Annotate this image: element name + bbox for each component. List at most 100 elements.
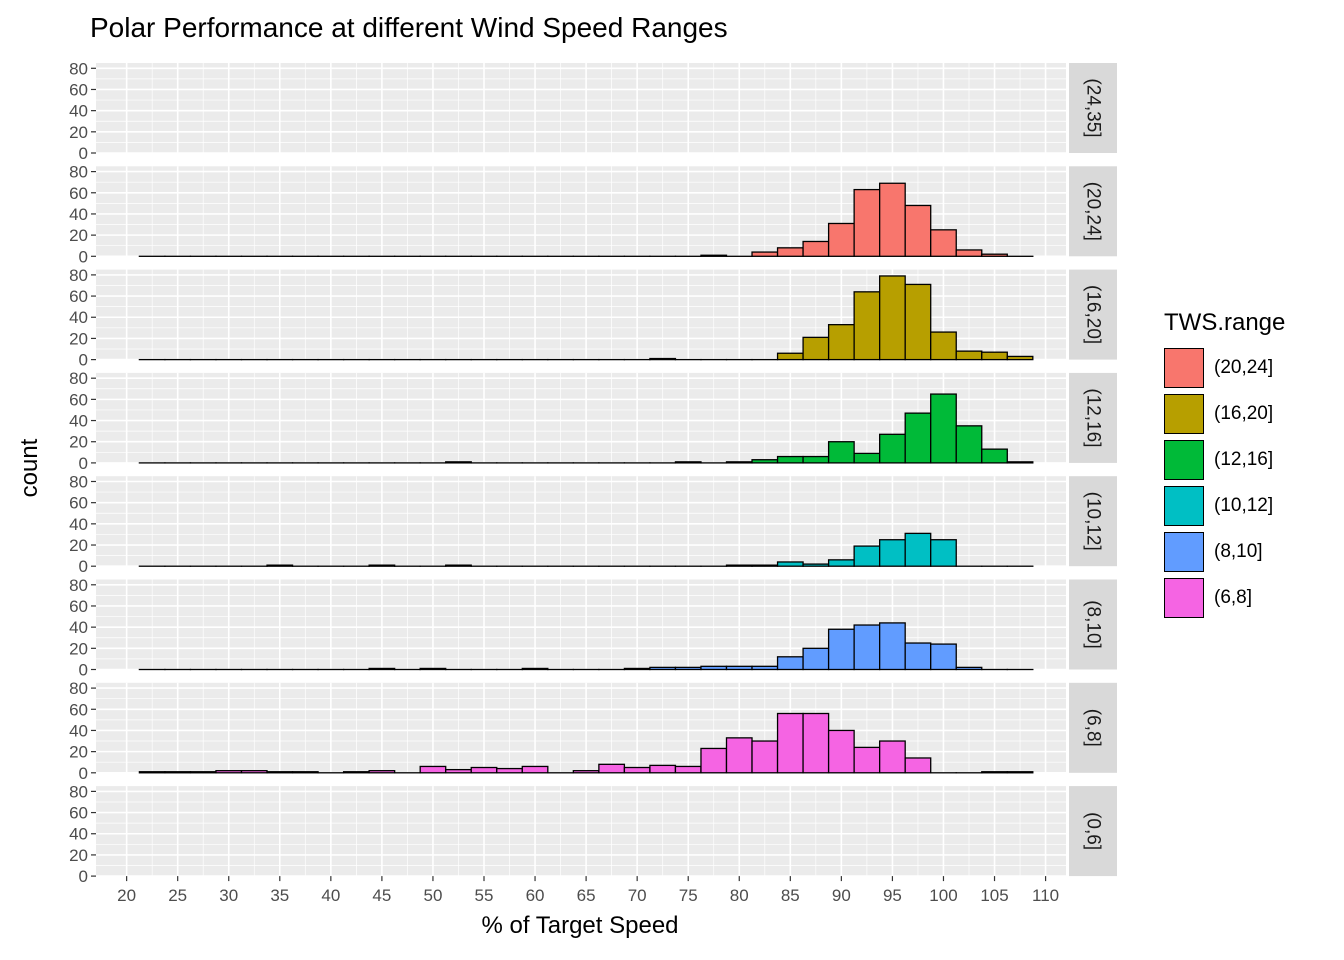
- histogram-bar: [751, 740, 779, 774]
- x-tick-label: 110: [1032, 886, 1059, 905]
- histogram-bar: [291, 771, 319, 774]
- facet-panel: 0 20 40 60 80 (12,16]: [69, 369, 1117, 473]
- histogram-bar: [802, 712, 830, 774]
- histogram-bar: [189, 771, 217, 774]
- y-tick-label: 40: [69, 515, 88, 534]
- facet-strip-label: (20,24]: [1083, 182, 1104, 241]
- legend-label: (12,16]: [1214, 449, 1274, 470]
- histogram-bar: [853, 291, 881, 361]
- histogram-bar: [930, 331, 957, 361]
- legend-item: (10,12]: [1164, 483, 1285, 529]
- y-tick-label: 20: [69, 846, 88, 865]
- histogram-bar: [266, 771, 294, 774]
- y-tick-label: 0: [79, 764, 88, 783]
- facet-strip: [1069, 372, 1117, 463]
- histogram-bar: [674, 765, 702, 774]
- histogram-bar: [904, 532, 932, 567]
- x-tick-label: 60: [526, 886, 545, 905]
- histogram-bar: [802, 647, 830, 671]
- histogram-bar: [827, 222, 855, 257]
- x-tick-label: 45: [372, 886, 391, 905]
- facet-strip-label: (16,20]: [1083, 285, 1104, 344]
- facet-panel: 0 20 40 60 80 (8,10]: [69, 576, 1117, 680]
- y-tick-label: 60: [69, 80, 88, 99]
- y-tick-label: 60: [69, 597, 88, 616]
- facet-panel: 0 20 40 60 80 (24,35]: [69, 59, 1117, 163]
- x-tick-label: 20: [117, 886, 136, 905]
- histogram-bar: [981, 771, 1008, 774]
- facet-panel: 0 20 40 60 80 (20,24]: [69, 163, 1117, 266]
- y-tick-label: 80: [69, 782, 88, 801]
- chart-title: Polar Performance at different Wind Spee…: [90, 12, 728, 43]
- x-tick-label: 30: [219, 886, 238, 905]
- y-tick-label: 0: [79, 867, 88, 886]
- histogram-bar: [266, 564, 294, 567]
- facet-strip: [1069, 786, 1117, 877]
- y-tick-label: 0: [79, 557, 88, 576]
- legend-key: [1164, 486, 1204, 526]
- histogram-bar: [802, 336, 830, 361]
- histogram-bar: [470, 766, 498, 774]
- panel-background: [96, 786, 1066, 877]
- histogram-bar: [700, 747, 728, 774]
- histogram-bar: [776, 656, 804, 671]
- histogram-bar: [955, 350, 983, 361]
- histogram-bar: [700, 665, 728, 671]
- y-tick-label: 0: [79, 661, 88, 680]
- histogram-bar: [751, 459, 779, 464]
- facet-strip-label: (24,35]: [1083, 78, 1104, 137]
- x-tick-label: 75: [679, 886, 698, 905]
- y-tick-label: 60: [69, 287, 88, 306]
- histogram-bar: [879, 182, 906, 257]
- histogram-bar: [598, 763, 626, 774]
- y-tick-label: 20: [69, 123, 88, 142]
- histogram-bar: [827, 729, 855, 774]
- histogram-bar: [827, 441, 855, 464]
- x-axis-title: % of Target Speed: [481, 912, 679, 939]
- legend-key: [1164, 532, 1204, 572]
- histogram-bar: [955, 666, 983, 671]
- histogram-bar: [1006, 771, 1034, 774]
- histogram-bar: [368, 770, 396, 774]
- x-tick-label: 95: [883, 886, 902, 905]
- histogram-bar: [751, 564, 779, 567]
- y-tick-label: 60: [69, 700, 88, 719]
- y-tick-label: 60: [69, 390, 88, 409]
- y-tick-label: 40: [69, 412, 88, 431]
- histogram-bar: [1006, 355, 1034, 361]
- histogram-bar: [445, 461, 472, 464]
- histogram-bar: [725, 737, 753, 774]
- y-tick-label: 0: [79, 454, 88, 473]
- histogram-bar: [904, 204, 932, 257]
- histogram-bar: [419, 765, 447, 774]
- histogram-bar: [649, 666, 677, 671]
- y-tick-label: 80: [69, 576, 88, 595]
- facet-strip-label: (6,8]: [1083, 709, 1104, 747]
- facet-strip: [1069, 579, 1117, 670]
- y-tick-label: 80: [69, 59, 88, 78]
- y-tick-label: 20: [69, 639, 88, 658]
- histogram-bar: [623, 667, 651, 671]
- histogram-bar: [879, 433, 906, 464]
- legend-item: (6,8]: [1164, 575, 1285, 621]
- y-tick-label: 60: [69, 184, 88, 203]
- legend-item: (16,20]: [1164, 391, 1285, 437]
- legend-label: (10,12]: [1214, 495, 1274, 516]
- x-tick-label: 105: [980, 886, 1008, 905]
- histogram-bar: [879, 740, 906, 774]
- y-tick-label: 0: [79, 351, 88, 370]
- legend-label: (16,20]: [1214, 403, 1274, 424]
- histogram-bar: [776, 455, 804, 464]
- y-tick-label: 20: [69, 743, 88, 762]
- legend-label: (6,8]: [1214, 587, 1253, 608]
- histogram-bar: [215, 770, 243, 774]
- legend-label: (20,24]: [1214, 357, 1274, 378]
- histogram-bar: [776, 247, 804, 257]
- histogram-bar: [751, 251, 779, 257]
- histogram-bar: [368, 564, 396, 567]
- histogram-bar: [853, 452, 881, 464]
- histogram-bar: [981, 253, 1008, 257]
- histogram-bar: [751, 665, 779, 671]
- histogram-bar: [445, 768, 472, 774]
